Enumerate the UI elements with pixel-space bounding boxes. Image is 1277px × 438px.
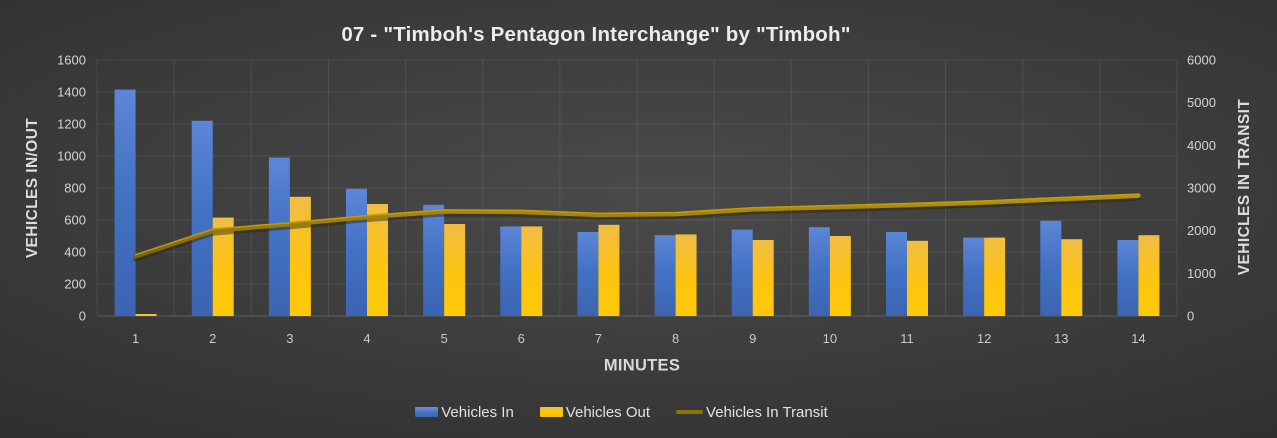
x-axis-tick: 9 bbox=[749, 331, 756, 346]
axis-tick-labels: 0200400600800100012001400160001000200030… bbox=[57, 53, 1216, 347]
x-axis-tick: 13 bbox=[1054, 331, 1068, 346]
bar-vehicles-out-11 bbox=[907, 240, 928, 316]
chart-title: 07 - "Timboh's Pentagon Interchange" by … bbox=[341, 23, 851, 46]
bar-vehicles-out-7 bbox=[598, 224, 620, 316]
x-axis-title: MINUTES bbox=[603, 356, 681, 375]
bar-vehicles-in-9 bbox=[731, 229, 753, 316]
line-series bbox=[133, 193, 1141, 262]
x-axis-tick: 8 bbox=[672, 331, 679, 346]
legend-label: Vehicles Out bbox=[565, 403, 651, 421]
bar-vehicles-in-13 bbox=[1040, 220, 1062, 316]
line-vehicles-in-transit bbox=[133, 193, 1141, 259]
left-axis-tick: 200 bbox=[64, 277, 86, 292]
line-highlight bbox=[134, 193, 1140, 256]
bar-vehicles-in-8 bbox=[654, 235, 676, 316]
legend-label: Vehicles In Transit bbox=[706, 403, 828, 421]
x-axis-tick: 2 bbox=[209, 331, 216, 346]
gridlines bbox=[96, 59, 1178, 317]
x-axis-tick: 3 bbox=[286, 331, 293, 346]
bar-series bbox=[114, 89, 1160, 316]
bar-vehicles-out-9 bbox=[752, 240, 774, 316]
bar-vehicles-out-1 bbox=[135, 314, 157, 316]
bar-vehicles-in-2 bbox=[191, 120, 213, 316]
x-axis-tick: 4 bbox=[363, 331, 370, 346]
x-axis-tick: 6 bbox=[518, 331, 525, 346]
left-axis-tick: 400 bbox=[64, 245, 86, 260]
left-axis-tick: 0 bbox=[79, 309, 86, 324]
bar-vehicles-in-7 bbox=[577, 232, 599, 316]
bar-vehicles-out-6 bbox=[521, 226, 543, 316]
right-axis-tick: 3000 bbox=[1187, 181, 1216, 196]
line-shadow bbox=[133, 195, 1141, 262]
right-axis-tick: 0 bbox=[1187, 309, 1194, 324]
bar-vehicles-in-11 bbox=[886, 232, 907, 316]
left-axis-tick: 600 bbox=[64, 213, 86, 228]
bar-vehicles-in-1 bbox=[114, 89, 136, 316]
legend-swatch-line-icon bbox=[676, 410, 704, 414]
legend-swatch-bar-gold-icon bbox=[539, 407, 563, 417]
bar-vehicles-out-3 bbox=[289, 196, 311, 316]
bar-vehicles-in-10 bbox=[808, 227, 830, 316]
legend-item-vehicles-in: Vehicles In bbox=[415, 404, 514, 421]
bar-vehicles-out-12 bbox=[984, 237, 1006, 316]
bar-vehicles-out-10 bbox=[829, 236, 851, 316]
bar-vehicles-in-6 bbox=[500, 226, 522, 316]
left-axis-tick: 800 bbox=[64, 181, 86, 196]
x-axis-tick: 12 bbox=[977, 331, 991, 346]
left-axis-tick: 1000 bbox=[57, 149, 86, 164]
legend: Vehicles In Vehicles Out Vehicles In Tra… bbox=[0, 401, 1260, 423]
bar-vehicles-in-12 bbox=[963, 237, 985, 316]
bar-vehicles-out-5 bbox=[444, 224, 466, 316]
legend-item-vehicles-out: Vehicles Out bbox=[539, 403, 651, 421]
legend-item-vehicles-in-transit: Vehicles In Transit bbox=[676, 404, 828, 421]
right-axis-tick: 5000 bbox=[1187, 95, 1216, 110]
bar-vehicles-in-4 bbox=[346, 188, 367, 316]
x-axis-tick: 7 bbox=[595, 331, 602, 346]
legend-swatch-bar-blue-icon bbox=[415, 407, 439, 417]
bar-vehicles-in-14 bbox=[1117, 240, 1139, 316]
legend-label: Vehicles In bbox=[441, 403, 514, 421]
bar-vehicles-out-14 bbox=[1138, 235, 1160, 316]
right-axis-tick: 6000 bbox=[1187, 53, 1216, 68]
x-axis-tick: 1 bbox=[132, 331, 139, 346]
right-axis-tick: 2000 bbox=[1187, 223, 1216, 238]
x-axis-tick: 5 bbox=[441, 331, 448, 346]
x-axis-tick: 11 bbox=[900, 331, 914, 346]
x-axis-tick: 10 bbox=[823, 331, 837, 346]
bar-vehicles-in-5 bbox=[423, 204, 445, 316]
bar-vehicles-in-3 bbox=[268, 157, 290, 316]
left-axis-tick: 1200 bbox=[57, 117, 86, 132]
bar-vehicles-out-13 bbox=[1061, 239, 1083, 316]
right-axis-tick: 4000 bbox=[1187, 138, 1216, 153]
left-axis-tick: 1400 bbox=[57, 85, 86, 100]
bar-vehicles-out-8 bbox=[675, 234, 697, 316]
bar-vehicles-out-4 bbox=[367, 204, 388, 316]
x-axis-tick: 14 bbox=[1131, 331, 1145, 346]
bar-vehicles-out-2 bbox=[212, 217, 234, 316]
right-axis-tick: 1000 bbox=[1187, 266, 1216, 281]
left-axis-tick: 1600 bbox=[57, 53, 86, 68]
